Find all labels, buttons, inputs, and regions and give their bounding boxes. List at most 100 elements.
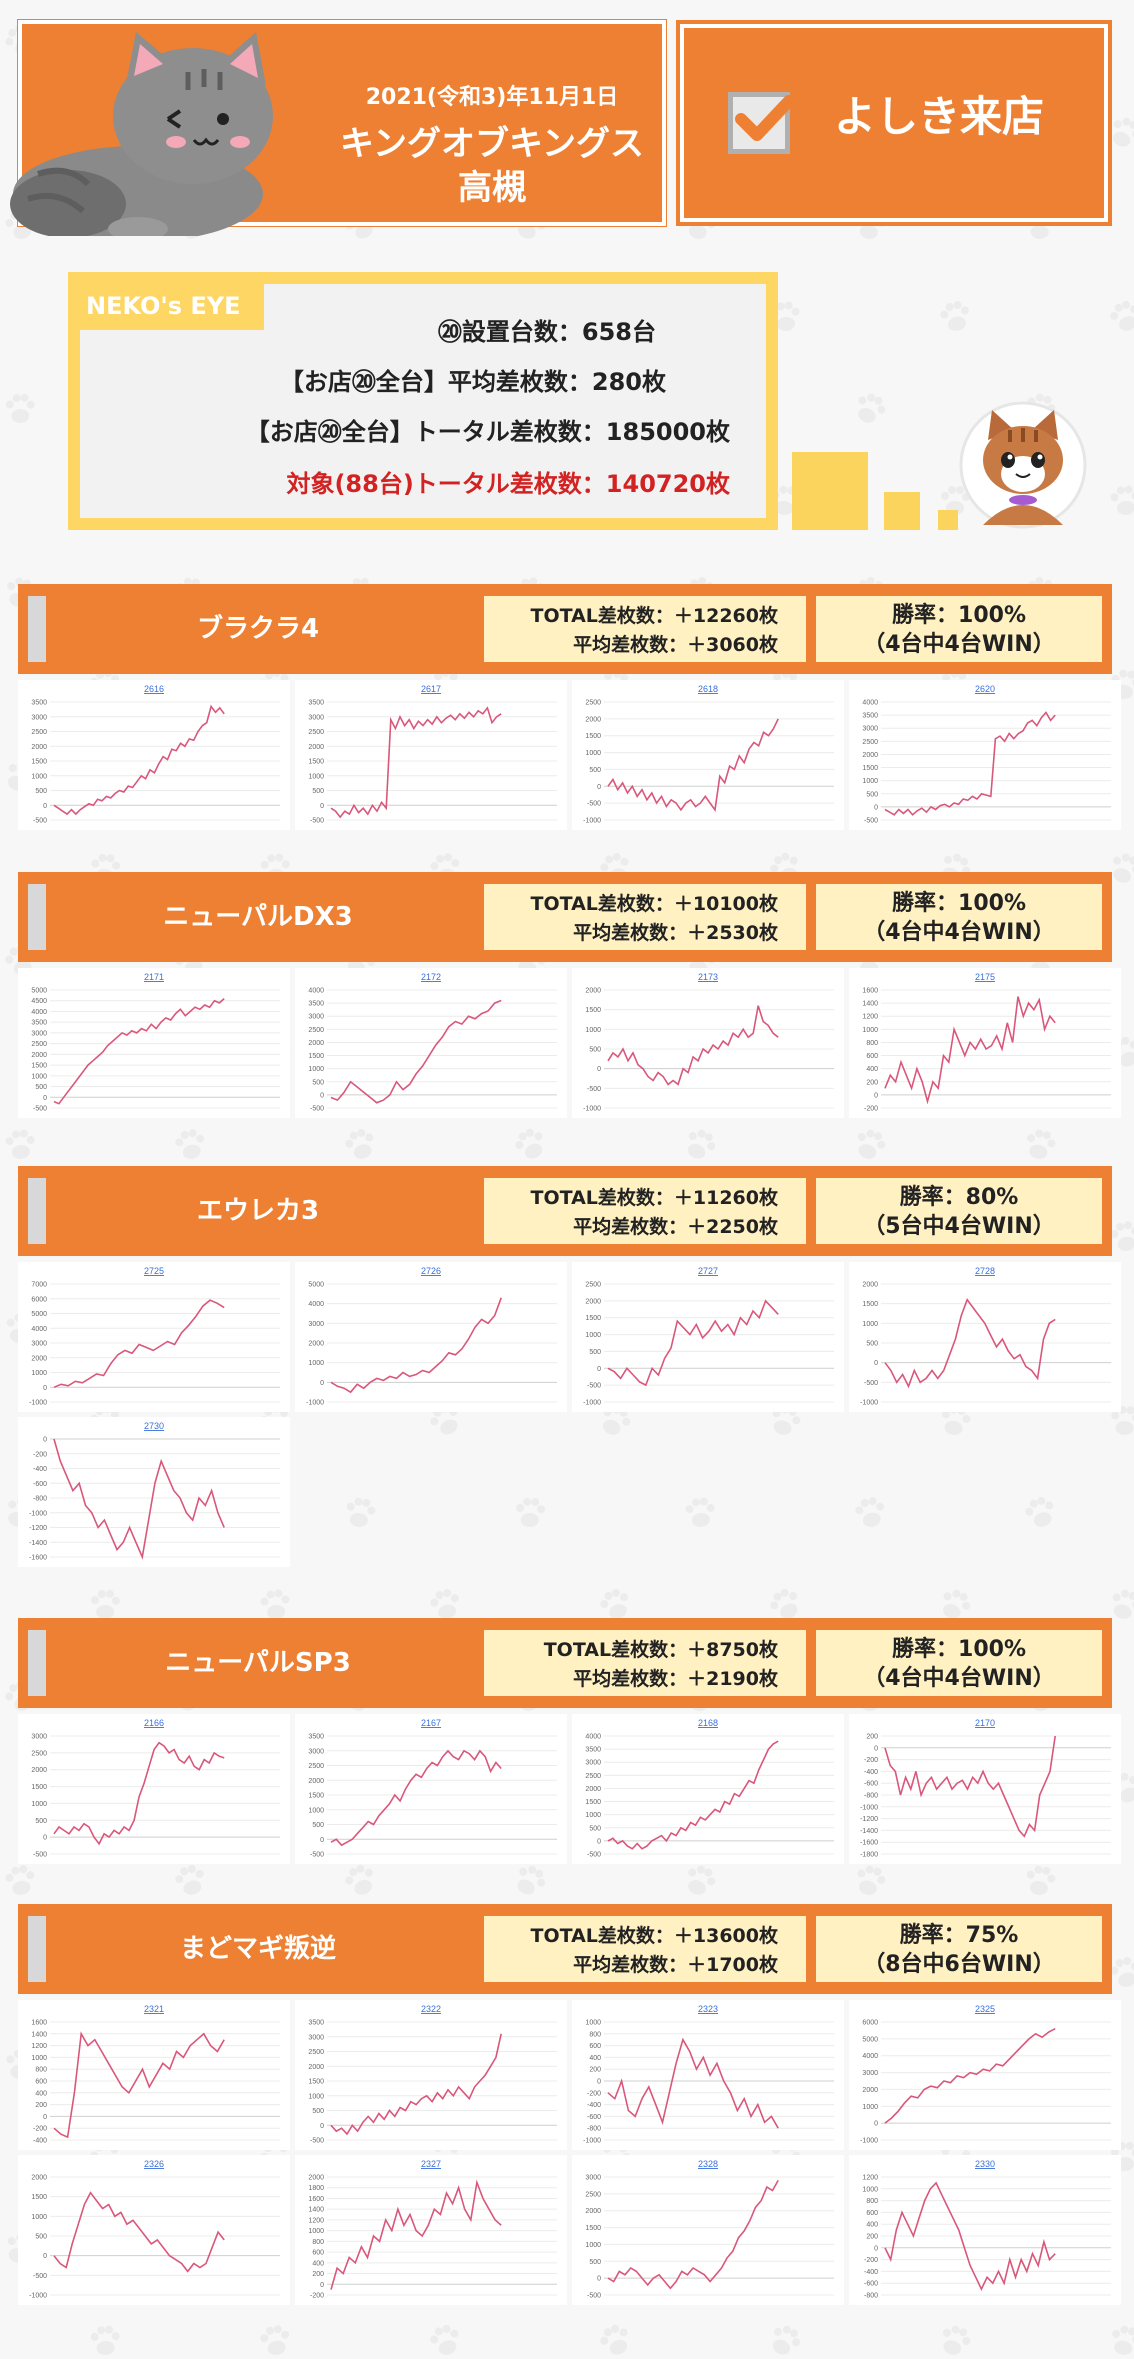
paw-icon (855, 1497, 885, 1527)
chart-title-link[interactable]: 2322 (421, 2004, 441, 2014)
y-tick-label: 0 (874, 804, 878, 811)
y-tick-label: -500 (33, 1106, 47, 1113)
machine-chart: 2173 -1000 -500 0 500 1000 1500 2000 (572, 968, 844, 1118)
store-name: よしき来店 (834, 92, 1045, 141)
chart-title-link[interactable]: 2617 (421, 684, 441, 694)
line-chart: 2728 -1000 -500 0 500 1000 1500 2000 (860, 1266, 1111, 1407)
machine-chart: 2330 -800 -600 -400 -200 0 200 400 600 800 1000 120… (849, 2155, 1121, 2305)
total-diff: 【お店⑳全台】トータル差枚数：185000枚 (245, 418, 730, 446)
line-chart: 2175 -200 0 200 400 600 800 1000 1200 1400 1600 (862, 972, 1111, 1113)
y-tick-label: -200 (864, 2257, 878, 2264)
chart-title-link[interactable]: 2166 (144, 1718, 164, 1728)
line-chart: 2173 -1000 -500 0 500 1000 1500 2000 (583, 972, 834, 1113)
y-tick-label: 600 (312, 2250, 324, 2257)
y-tick-label: 2000 (585, 1298, 601, 1305)
y-tick-label: 4000 (862, 2053, 878, 2060)
machine-chart: 2725 -1000 0 1000 2000 3000 4000 5000 6000 7000 (18, 1262, 290, 1412)
line-chart: 2327 -200 0 200 400 600 800 1000 1200 1400 1600 180… (308, 2159, 557, 2300)
paw-icon (685, 1497, 715, 1527)
chart-title-link[interactable]: 2726 (421, 1266, 441, 1276)
y-tick-label: 400 (866, 2222, 878, 2229)
target-total-diff: 対象(88台)トータル差枚数：140720枚 (286, 470, 730, 498)
paw-icon (90, 1589, 120, 1619)
chart-title-link[interactable]: 2321 (144, 2004, 164, 2014)
y-tick-label: 5000 (308, 1282, 324, 1289)
chart-title-link[interactable]: 2328 (698, 2159, 718, 2169)
series-line (330, 1749, 502, 1847)
y-tick-label: 0 (597, 1066, 601, 1073)
chart-title-link[interactable]: 2326 (144, 2159, 164, 2169)
chart-title-link[interactable]: 2618 (698, 684, 718, 694)
chart-title-link[interactable]: 2725 (144, 1266, 164, 1276)
y-tick-label: 200 (312, 2271, 324, 2278)
paw-icon (858, 393, 886, 423)
y-tick-label: 1500 (585, 2225, 601, 2232)
y-tick-label: 0 (43, 2253, 47, 2260)
paw-icon (1113, 853, 1134, 883)
chart-title-link[interactable]: 2170 (975, 1718, 995, 1728)
y-tick-label: 1000 (31, 2214, 47, 2221)
chart-title-link[interactable]: 2167 (421, 1718, 441, 1728)
y-tick-label: -600 (864, 1781, 878, 1788)
series-line (884, 2027, 1056, 2124)
y-tick-label: 1800 (308, 2185, 324, 2192)
machine-chart: 2166 -500 0 500 1000 1500 2000 2500 3000 (18, 1714, 290, 1864)
y-tick-label: -1000 (583, 818, 601, 825)
y-tick-label: 2500 (585, 1773, 601, 1780)
chart-title-link[interactable]: 2175 (975, 972, 995, 982)
y-tick-label: -200 (864, 1757, 878, 1764)
y-tick-label: 1500 (308, 1053, 324, 1060)
chart-title-link[interactable]: 2330 (975, 2159, 995, 2169)
machine-chart: 2616 -500 0 500 1000 1500 2000 2500 3000 3500 (18, 680, 290, 830)
line-chart: 2617 -500 0 500 1000 1500 2000 2500 3000 3500 (308, 684, 557, 825)
chart-title-link[interactable]: 2173 (698, 972, 718, 982)
y-tick-label: 5000 (31, 988, 47, 995)
win-rate-box: 勝率：100% （4台中4台WIN） (816, 596, 1102, 662)
y-tick-label: -500 (587, 1383, 601, 1390)
chart-title-link[interactable]: 2616 (144, 684, 164, 694)
y-tick-label: 400 (35, 2090, 47, 2097)
y-tick-label: 4500 (31, 998, 47, 1005)
chart-title-link[interactable]: 2727 (698, 1266, 718, 1276)
series-line (53, 1438, 225, 1560)
y-tick-label: -500 (310, 1852, 324, 1859)
y-tick-label: 1500 (585, 1315, 601, 1322)
deco-bar (792, 452, 868, 530)
chart-title-link[interactable]: 2325 (975, 2004, 995, 2014)
paw-icon (600, 2324, 628, 2355)
chart-title-link[interactable]: 2168 (698, 1718, 718, 1728)
chart-title-link[interactable]: 2730 (144, 1421, 164, 1431)
paw-icon (5, 1865, 35, 1895)
y-tick-label: 800 (35, 2067, 47, 2074)
total-diff-label: TOTAL差枚数：＋10100枚 (530, 893, 778, 915)
chart-title-link[interactable]: 2327 (421, 2159, 441, 2169)
chart-title-link[interactable]: 2172 (421, 972, 441, 982)
y-tick-label: -500 (587, 1086, 601, 1093)
y-tick-label: 200 (866, 2234, 878, 2241)
section-header: エウレカ3 TOTAL差枚数：＋11260枚 平均差枚数：＋2250枚 勝率：80% （… (18, 1166, 1112, 1256)
machine-name: ニューパルSP3 (165, 1648, 351, 1678)
y-tick-label: 0 (43, 1835, 47, 1842)
chart-title-link[interactable]: 2728 (975, 1266, 995, 1276)
y-tick-label: 0 (43, 803, 47, 810)
section-tab-marker (28, 1178, 46, 1244)
y-tick-label: -200 (587, 2090, 601, 2097)
y-tick-label: 2500 (308, 729, 324, 736)
chart-title-link[interactable]: 2323 (698, 2004, 718, 2014)
paw-icon (1110, 1957, 1134, 1987)
y-tick-label: 2000 (31, 2175, 47, 2182)
series-line (53, 2191, 225, 2273)
paw-icon (346, 1497, 376, 1527)
average-diff-label: 平均差枚数：＋3060枚 (573, 634, 778, 656)
y-tick-label: 600 (866, 1053, 878, 1060)
y-tick-label: -500 (33, 2273, 47, 2280)
chart-title-link[interactable]: 2171 (144, 972, 164, 982)
y-tick-label: -1000 (29, 1400, 47, 1407)
y-tick-label: 2000 (308, 2175, 324, 2182)
chart-title-link[interactable]: 2620 (975, 684, 995, 694)
y-tick-label: 3500 (585, 1747, 601, 1754)
y-tick-label: -800 (33, 1496, 47, 1503)
machine-name: ブラクラ4 (196, 614, 320, 644)
y-tick-label: 3000 (31, 1734, 47, 1741)
y-tick-label: 2500 (308, 2049, 324, 2056)
